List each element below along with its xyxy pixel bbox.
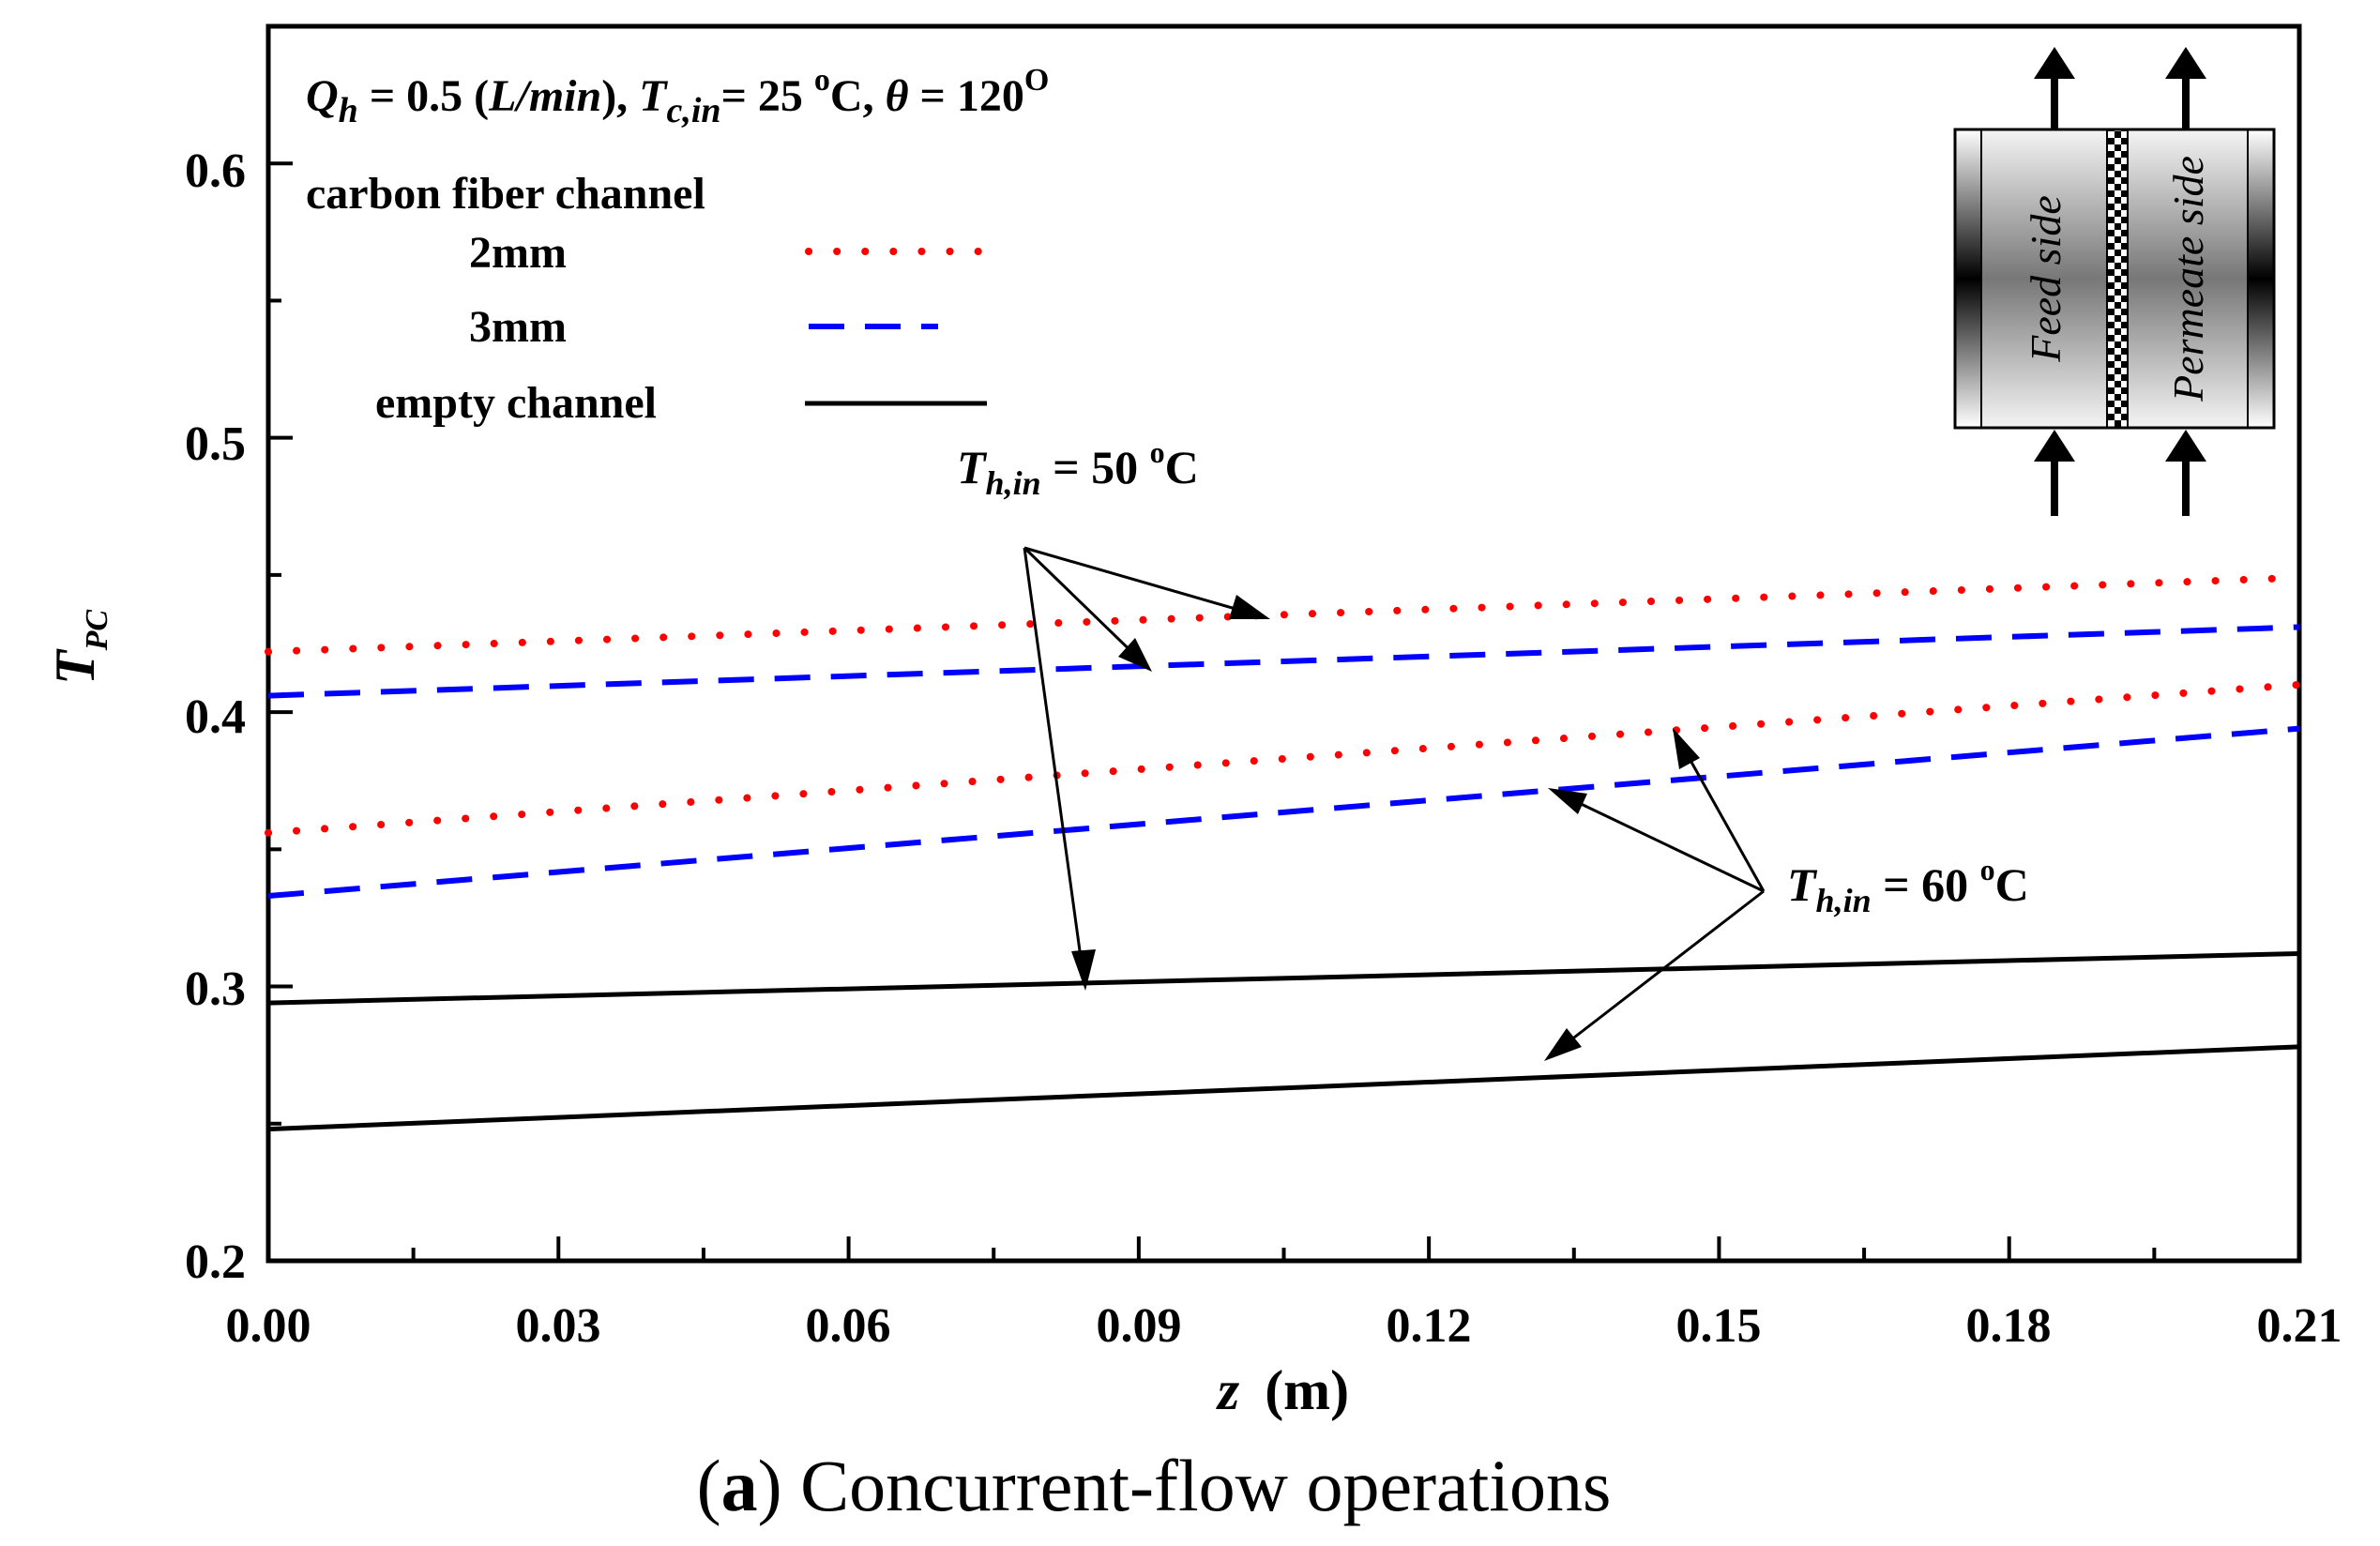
- arrow-60c-to-3mm: [1553, 789, 1765, 893]
- y-tick-label: 0.4: [185, 690, 246, 744]
- permeate-side-label: Permeate side: [2164, 156, 2212, 402]
- y-tick-label: 0.2: [185, 1235, 246, 1289]
- x-tick-label: 0.06: [806, 1299, 891, 1353]
- x-tick-label: 0.12: [1387, 1299, 1472, 1353]
- arrowhead: [1548, 788, 1587, 814]
- y-tick-label: 0.6: [185, 144, 246, 198]
- y-axis-title: TPC: [44, 610, 114, 685]
- feed-channel: [1980, 129, 2108, 429]
- legend-label-3mm: 3mm: [469, 302, 567, 352]
- series-group: [265, 573, 2303, 1132]
- arrow-60c-to-empty: [1549, 889, 1765, 1058]
- x-tick-label: 0.09: [1097, 1299, 1182, 1353]
- x-tick-label: 0.18: [1966, 1299, 2052, 1353]
- figure-caption: (a) Concurrent-flow operations: [697, 1445, 1612, 1526]
- arrowhead: [1229, 595, 1270, 619]
- arrowhead-up-icon: [2034, 47, 2075, 79]
- axis-ticks: [266, 24, 2301, 1263]
- arrow-50c-to-3mm: [1023, 546, 1148, 668]
- legend-label-2mm: 2mm: [469, 228, 567, 278]
- arrowhead-up-icon: [2034, 430, 2075, 462]
- x-tick-labels: 0.00 0.03 0.06 0.09 0.12 0.15 0.18 0.21: [226, 1299, 2342, 1353]
- permeate-channel: [2127, 129, 2249, 429]
- arrowhead: [1544, 1028, 1582, 1061]
- legend-group-label: carbon fiber channel: [306, 169, 705, 219]
- x-tick-label: 0.15: [1676, 1299, 1762, 1353]
- arrow-50c-to-empty: [1023, 547, 1086, 986]
- inset-border: [1953, 128, 2276, 430]
- series-line-5: [267, 1044, 2300, 1132]
- series-line-4: [267, 950, 2300, 1006]
- arrowhead: [1118, 638, 1152, 672]
- annotation-60c: Th,in = 60 oC: [1544, 728, 2029, 1061]
- arrowhead-up-icon: [2165, 47, 2206, 79]
- arrowhead: [1673, 728, 1700, 769]
- module-inset-diagram: Feed side Permeate side: [1953, 47, 2276, 516]
- arrowhead-up-icon: [2165, 430, 2206, 462]
- inset-right-wall: [2247, 129, 2275, 429]
- x-tick-label: 0.21: [2257, 1299, 2342, 1353]
- x-tick-label: 0.00: [226, 1299, 311, 1353]
- x-tick-label: 0.03: [516, 1299, 601, 1353]
- annotation-50c-label: Th,in = 50 oC: [957, 435, 1199, 502]
- inset-left-wall: [1954, 129, 1982, 429]
- series-line-3: [267, 725, 2300, 900]
- x-axis-title: z (m): [1216, 1359, 1349, 1421]
- arrowhead: [1071, 949, 1096, 991]
- annotation-60c-label: Th,in = 60 oC: [1787, 853, 2029, 919]
- series-line-2: [265, 680, 2303, 837]
- series-line-0: [265, 573, 2303, 656]
- legend: carbon fiber channel 2mm 3mm empty chann…: [306, 169, 987, 428]
- y-tick-label: 0.3: [185, 962, 246, 1016]
- legend-label-empty: empty channel: [375, 378, 657, 428]
- membrane: [2106, 129, 2129, 429]
- series-line-1: [267, 624, 2300, 699]
- annotation-50c: Th,in = 50 oC: [957, 435, 1270, 991]
- arrow-50c-to-2mm: [1023, 546, 1266, 619]
- y-tick-label: 0.5: [185, 417, 246, 471]
- y-tick-labels: 0.2 0.3 0.4 0.5 0.6: [185, 144, 246, 1289]
- condition-label: Qh = 0.5 (L/min), Tc,in= 25 oC, θ = 120O: [306, 63, 1049, 130]
- feed-side-label: Feed side: [2022, 195, 2069, 363]
